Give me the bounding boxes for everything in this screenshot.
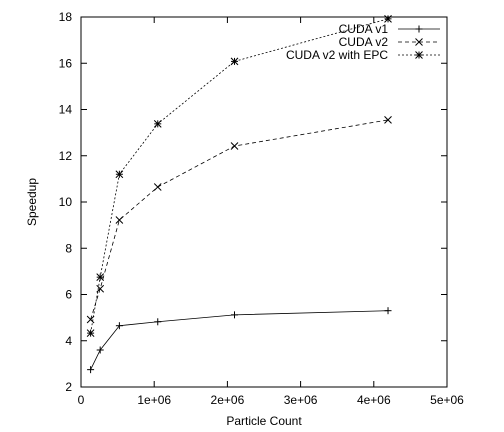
x-tick-label: 5e+06	[430, 393, 464, 407]
series-2-point	[230, 142, 239, 150]
plot-frame	[80, 16, 448, 388]
series-3-point	[115, 170, 124, 179]
x-tick-label: 4e+06	[357, 393, 391, 407]
y-tick-label: 16	[59, 56, 73, 70]
series-3-point	[230, 57, 239, 66]
y-axis-label: Speedup	[25, 178, 39, 226]
series-2-point	[384, 116, 392, 124]
legend-marker-3	[415, 51, 423, 59]
legend-marker-2	[415, 38, 423, 46]
series-1-point	[231, 311, 239, 319]
series-line-2	[90, 119, 389, 320]
series-2-point	[86, 315, 95, 324]
y-tick-label: 18	[59, 10, 73, 24]
y-tick-label: 2	[65, 380, 72, 394]
series-1-point	[96, 346, 104, 354]
y-tick-label: 12	[59, 149, 73, 163]
legend-label-2: CUDA v2	[339, 35, 389, 49]
series-1-point	[154, 318, 162, 326]
y-tick-label: 4	[65, 334, 72, 348]
plot-border	[80, 16, 448, 388]
series-1-point	[115, 322, 123, 330]
series-2-point	[96, 284, 105, 293]
y-tick-label: 6	[65, 288, 72, 302]
x-tick-label: 3e+06	[284, 393, 318, 407]
legend-label-3: CUDA v2 with EPC	[286, 48, 388, 62]
series-layer	[86, 14, 392, 374]
series-2-point	[153, 183, 162, 191]
y-axis-ticks: 2 4 6 8 10 12 14 16 18	[59, 10, 447, 394]
series-3-point	[153, 119, 162, 128]
legend-label-1: CUDA v1	[339, 22, 389, 36]
series-2-point	[115, 216, 124, 224]
series-1-point	[87, 366, 95, 374]
series-3-point	[384, 14, 392, 23]
x-tick-label: 0	[78, 393, 85, 407]
series-3-point	[96, 273, 105, 282]
series-3-point	[86, 329, 95, 337]
series-line-3	[90, 18, 389, 334]
y-tick-label: 8	[65, 241, 72, 255]
series-line-1	[90, 310, 389, 370]
x-axis-label: Particle Count	[226, 414, 302, 428]
series-1-point	[384, 307, 392, 315]
x-axis-ticks: 0 1e+06 2e+06 3e+06 4e+06 5e+06	[78, 17, 464, 407]
y-tick-label: 14	[59, 103, 73, 117]
legend-marker-1	[415, 25, 423, 33]
y-tick-label: 10	[59, 195, 73, 209]
x-tick-label: 2e+06	[211, 393, 245, 407]
x-tick-label: 1e+06	[137, 393, 171, 407]
